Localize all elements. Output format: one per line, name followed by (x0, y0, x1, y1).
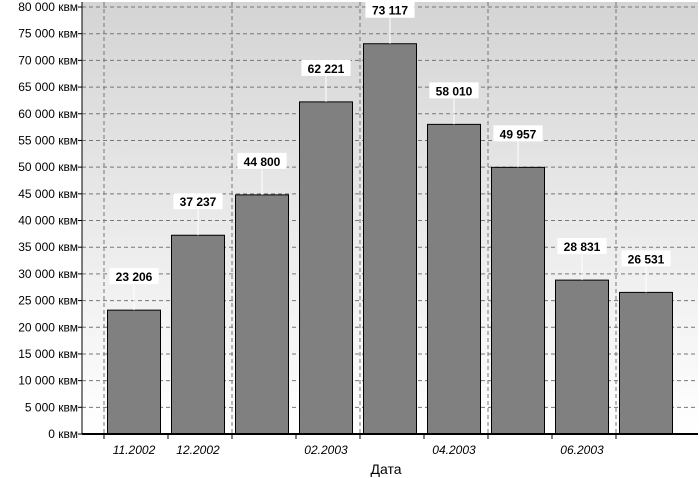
data-label: 49 957 (500, 127, 537, 141)
data-label: 37 237 (180, 195, 217, 209)
data-label-box (173, 193, 223, 210)
y-tick-label: 15 000 квм (18, 347, 78, 361)
data-label-box (557, 238, 607, 255)
y-tick-label: 10 000 квм (18, 374, 78, 388)
bar-06.2003 (555, 279, 609, 435)
y-tick-label: 20 000 квм (18, 320, 78, 334)
y-tick-label: 35 000 квм (18, 240, 78, 254)
x-axis-ticks: 11.2002 12.2002 02.2003 04.2003 06.2003 (103, 434, 617, 457)
y-tick-label: 80 000 квм (18, 0, 78, 14)
data-label-box (237, 152, 287, 169)
y-axis-ticks: 0 квм 5 000 квм 10 000 квм 15 000 квм 20 000… (18, 0, 82, 441)
bar-01.2003 (235, 194, 289, 435)
bar-07.2003 (619, 291, 673, 435)
bars-group (107, 43, 673, 435)
y-tick-label: 65 000 квм (18, 80, 78, 94)
x-axis-title: Дата (370, 461, 401, 477)
x-tick-label: 12.2002 (176, 443, 220, 457)
bar-11.2002 (107, 309, 161, 435)
x-tick-label: 11.2002 (113, 443, 156, 457)
data-label: 58 010 (436, 84, 473, 98)
y-tick-label: 70 000 квм (18, 53, 78, 67)
y-tick-label: 5 000 квм (25, 400, 78, 414)
bar-12.2002 (171, 234, 225, 435)
bar-04.2003 (427, 123, 481, 435)
data-label: 23 206 (116, 270, 153, 284)
bar-03.2003 (363, 43, 417, 435)
y-tick-label: 25 000 квм (18, 294, 78, 308)
y-tick-label: 45 000 квм (18, 187, 78, 201)
y-tick-label: 50 000 квм (18, 160, 78, 174)
y-tick-label: 0 квм (48, 427, 78, 441)
y-tick-label: 30 000 квм (18, 267, 78, 281)
label-leader-lines (133, 17, 647, 311)
data-label: 26 531 (628, 252, 665, 266)
data-label-box (493, 125, 543, 142)
data-label-box (365, 1, 415, 18)
data-label: 44 800 (244, 155, 281, 169)
data-label-box (429, 82, 479, 99)
data-label: 28 831 (564, 240, 601, 254)
y-tick-label: 40 000 квм (18, 214, 78, 228)
data-labels-group: 23 206 37 237 44 800 62 221 73 117 58 010 49 9… (109, 1, 671, 285)
y-tick-label: 60 000 квм (18, 107, 78, 121)
x-tick-label: 02.2003 (304, 443, 348, 457)
data-label-box (621, 250, 671, 267)
data-label-box (301, 59, 351, 76)
y-tick-label: 75 000 квм (18, 27, 78, 41)
data-label: 73 117 (372, 4, 408, 18)
y-tick-label: 55 000 квм (18, 133, 78, 147)
data-label: 62 221 (308, 62, 345, 76)
data-label-box (109, 268, 159, 285)
x-tick-label: 04.2003 (432, 443, 476, 457)
x-tick-label: 06.2003 (560, 443, 604, 457)
bar-05.2003 (491, 166, 545, 435)
bar-02.2003 (299, 101, 353, 435)
